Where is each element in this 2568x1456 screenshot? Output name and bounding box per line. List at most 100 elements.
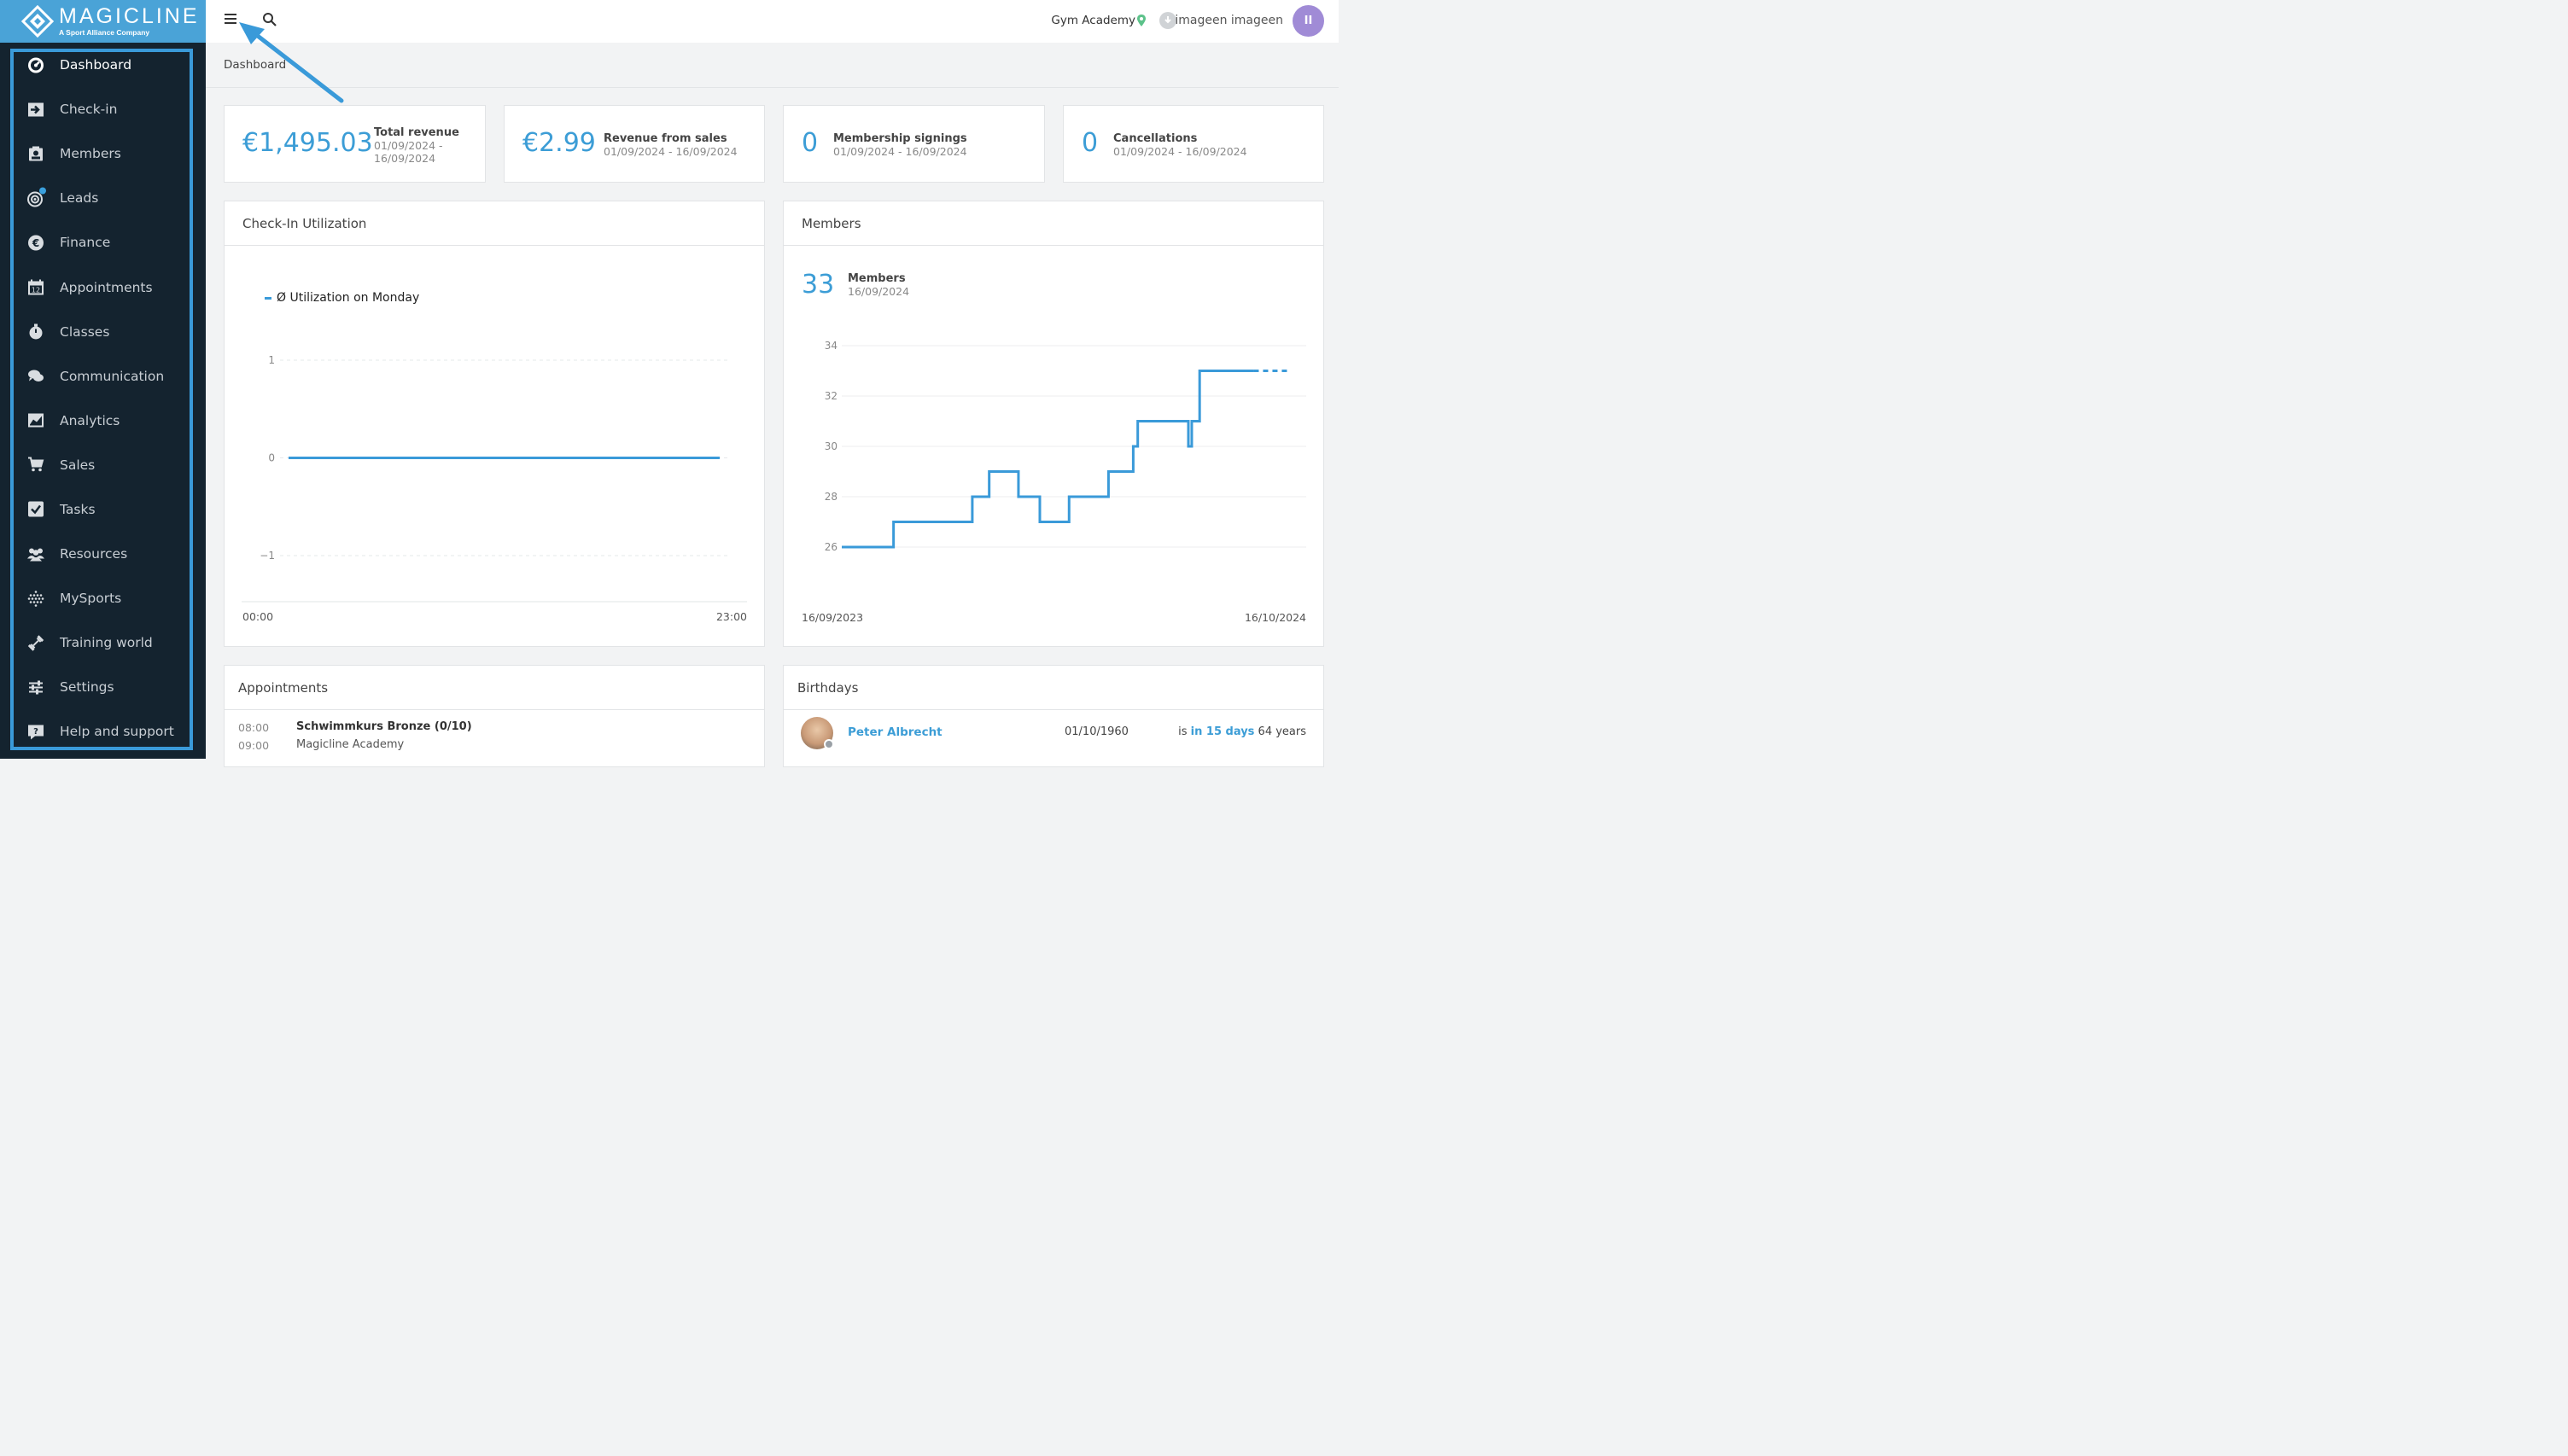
birthday-date: 01/10/1960 <box>1065 725 1129 738</box>
sidebar-item-label: Leads <box>60 190 99 207</box>
help-icon: ? <box>26 723 44 741</box>
kpi-card-cancellations[interactable]: 0 Cancellations 01/09/2024 - 16/09/2024 <box>1063 105 1324 183</box>
x-tick-label: 00:00 <box>242 610 273 623</box>
sidebar-item-classes[interactable]: Classes <box>0 310 206 354</box>
menu-toggle-icon[interactable] <box>225 14 236 26</box>
birthday-relative: is in 15 days 64 years <box>1178 725 1306 738</box>
sidebar-item-sales[interactable]: Sales <box>0 443 206 487</box>
dumbbell-icon <box>26 634 44 652</box>
sidebar-item-label: MySports <box>60 591 122 607</box>
analytics-icon <box>26 411 44 429</box>
sidebar-item-dashboard[interactable]: Dashboard <box>0 43 206 87</box>
brand-logo[interactable]: MAGICLINE A Sport Alliance Company <box>0 0 206 43</box>
brand-name: MAGICLINE <box>59 4 200 29</box>
kpi-value: 0 <box>1082 128 1099 158</box>
cart-icon <box>26 456 44 474</box>
y-tick-label: 34 <box>825 340 838 352</box>
sidebar-item-analytics[interactable]: Analytics <box>0 399 206 443</box>
sidebar-item-members[interactable]: Members <box>0 131 206 176</box>
x-tick-label: 16/10/2024 <box>1245 611 1306 624</box>
sidebar-nav: Dashboard Check-in Members Leads € Finan… <box>0 43 206 754</box>
sidebar-item-label: Dashboard <box>60 57 132 73</box>
checkin-chart: 1 0 −1 00:00 23:00 <box>242 354 747 623</box>
y-tick-label: 26 <box>825 541 838 553</box>
legend-swatch <box>265 296 271 300</box>
user-name[interactable]: imageen imageen <box>1175 14 1283 27</box>
legend-label: Ø Utilization on Monday <box>277 291 420 305</box>
chart-legend[interactable]: Ø Utilization on Monday <box>265 291 419 305</box>
members-panel: Members 33 Members 16/09/2024 34 32 30 28 26… <box>783 201 1324 647</box>
sidebar-item-finance[interactable]: € Finance <box>0 220 206 265</box>
sidebar-item-label: Check-in <box>60 102 118 118</box>
sidebar-item-label: Tasks <box>60 501 96 517</box>
x-tick-label: 16/09/2023 <box>802 611 863 624</box>
members-count-date: 16/09/2024 <box>848 285 910 298</box>
euro-icon: € <box>26 234 44 252</box>
calendar-icon: 12 <box>26 278 44 296</box>
group-icon <box>26 545 44 563</box>
sidebar-item-label: Members <box>60 146 121 162</box>
panel-title: Check-In Utilization <box>242 216 367 231</box>
birthday-age: 64 years <box>1258 725 1306 738</box>
chat-icon <box>26 367 44 385</box>
sidebar-item-tasks[interactable]: Tasks <box>0 487 206 532</box>
sidebar-item-mysports[interactable]: MySports <box>0 576 206 620</box>
y-tick-label: 28 <box>825 491 838 503</box>
birthdays-panel: Birthdays Peter Albrecht 01/10/1960 is i… <box>783 665 1324 767</box>
sidebar-item-training-world[interactable]: Training world <box>0 620 206 665</box>
kpi-value: 0 <box>802 128 819 158</box>
breadcrumb-bar: Dashboard <box>206 43 1339 88</box>
kpi-title: Cancellations <box>1113 132 1198 145</box>
kpi-date: 01/09/2024 - <box>374 139 443 152</box>
sidebar-item-label: Classes <box>60 323 110 340</box>
top-bar: Gym Academy imageen imageen II <box>206 0 1339 43</box>
search-icon[interactable] <box>262 12 277 27</box>
sidebar-item-label: Settings <box>60 679 114 696</box>
members-chart: 34 32 30 28 26 16/09/2023 16/10/2024 <box>802 340 1306 624</box>
y-tick-label: −1 <box>260 550 275 562</box>
sidebar-item-label: Analytics <box>60 412 120 428</box>
status-dot <box>824 739 834 749</box>
members-line <box>842 370 1254 549</box>
birthday-member-name[interactable]: Peter Albrecht <box>848 725 943 739</box>
sidebar-item-label: Resources <box>60 546 128 562</box>
studio-selector[interactable]: Gym Academy <box>1051 14 1135 27</box>
sidebar-item-settings[interactable]: Settings <box>0 665 206 709</box>
kpi-card-membership-signings[interactable]: 0 Membership signings 01/09/2024 - 16/09… <box>783 105 1045 183</box>
panel-title: Birthdays <box>797 680 859 696</box>
sidebar-item-help[interactable]: ? Help and support <box>0 709 206 754</box>
download-icon[interactable] <box>1159 12 1176 29</box>
panel-title: Appointments <box>238 680 329 696</box>
sidebar: MAGICLINE A Sport Alliance Company Dashb… <box>0 0 206 759</box>
kpi-title: Revenue from sales <box>604 132 727 145</box>
y-tick-label: 0 <box>268 452 275 464</box>
sidebar-item-resources[interactable]: Resources <box>0 532 206 576</box>
user-avatar[interactable]: II <box>1293 5 1324 37</box>
sidebar-item-label: Communication <box>60 368 165 384</box>
svg-text:12: 12 <box>31 287 39 294</box>
kpi-date: 01/09/2024 - 16/09/2024 <box>604 145 738 158</box>
x-tick-label: 23:00 <box>716 610 747 623</box>
y-tick-label: 30 <box>825 440 838 452</box>
kpi-card-total-revenue[interactable]: €1,495.03 Total revenue 01/09/2024 - 16/… <box>224 105 486 183</box>
kpi-value: €2.99 <box>522 128 596 158</box>
sidebar-item-leads[interactable]: Leads <box>0 176 206 220</box>
y-tick-label: 32 <box>825 390 838 402</box>
appointment-end: 09:00 <box>238 739 270 752</box>
avatar[interactable] <box>801 717 834 749</box>
notification-dot <box>39 187 46 195</box>
kpi-card-revenue-sales[interactable]: €2.99 Revenue from sales 01/09/2024 - 16… <box>504 105 765 183</box>
dots-grid-icon <box>26 590 44 608</box>
y-tick-label: 1 <box>268 354 275 366</box>
sidebar-item-appointments[interactable]: 12 Appointments <box>0 265 206 309</box>
leads-icon <box>26 187 46 207</box>
kpi-date: 16/09/2024 <box>374 152 436 165</box>
sidebar-item-communication[interactable]: Communication <box>0 354 206 399</box>
birthday-when: in 15 days <box>1190 725 1255 738</box>
kpi-date: 01/09/2024 - 16/09/2024 <box>1113 145 1247 158</box>
sidebar-item-checkin[interactable]: Check-in <box>0 87 206 131</box>
members-count-label: Members <box>848 272 906 285</box>
appointment-location: Magicline Academy <box>296 738 405 751</box>
svg-text:?: ? <box>33 727 38 737</box>
appointments-panel: Appointments 08:00 09:00 Schwimmkurs Bro… <box>224 665 765 767</box>
